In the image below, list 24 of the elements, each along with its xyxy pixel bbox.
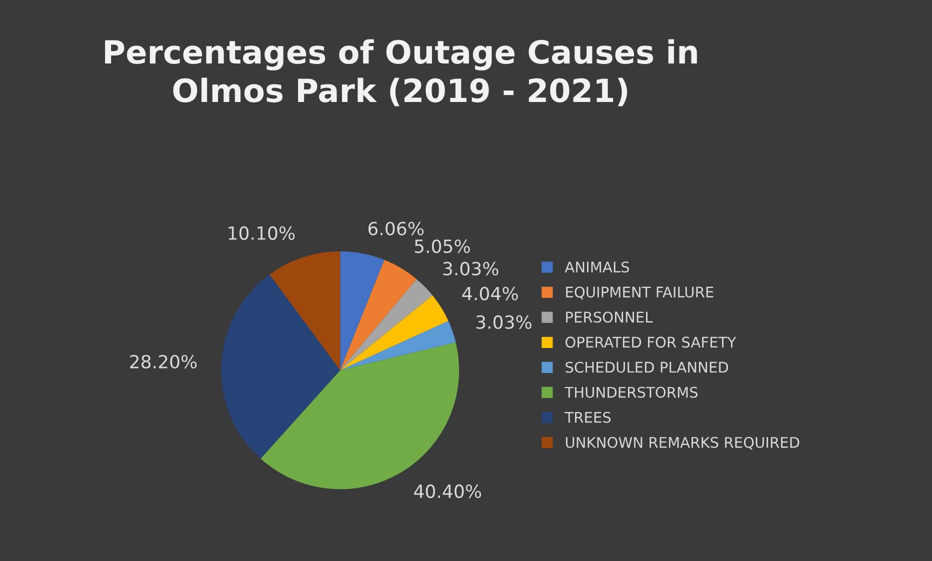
legend-label: SCHEDULED PLANNED (566, 362, 728, 373)
data-label: 10.10% (228, 226, 295, 240)
pie-slice (340, 251, 384, 370)
chart-title: Percentages of Outage Causes in Olmos Park (2019 - 2021) (105, 39, 697, 106)
legend-label: THUNDERSTORMS (564, 386, 698, 398)
data-label: 4.04% (462, 286, 518, 300)
legend-label: PERSONNEL (566, 312, 653, 323)
data-label: 3.03% (476, 315, 532, 329)
data-label: 6.06% (368, 222, 424, 236)
pie-slice (340, 279, 433, 370)
legend-label: UNKNOWN REMARKS REQUIRED (566, 436, 800, 450)
data-label: 3.03% (443, 262, 498, 276)
legend-label: TREES (564, 412, 611, 423)
data-label: 40.40% (414, 484, 482, 498)
pie-slice (340, 320, 456, 370)
pie-slice (340, 295, 448, 370)
data-label: 5.05% (414, 239, 470, 254)
legend-label: ANIMALS (564, 262, 630, 273)
pie-slice (340, 260, 417, 370)
legend-label: EQUIPMENT FAILURE (566, 286, 714, 300)
pie-slice (221, 274, 340, 459)
pie-slice (270, 251, 340, 370)
data-label: 28.20% (130, 354, 197, 369)
legend-label: OPERATED FOR SAFETY (566, 336, 736, 348)
